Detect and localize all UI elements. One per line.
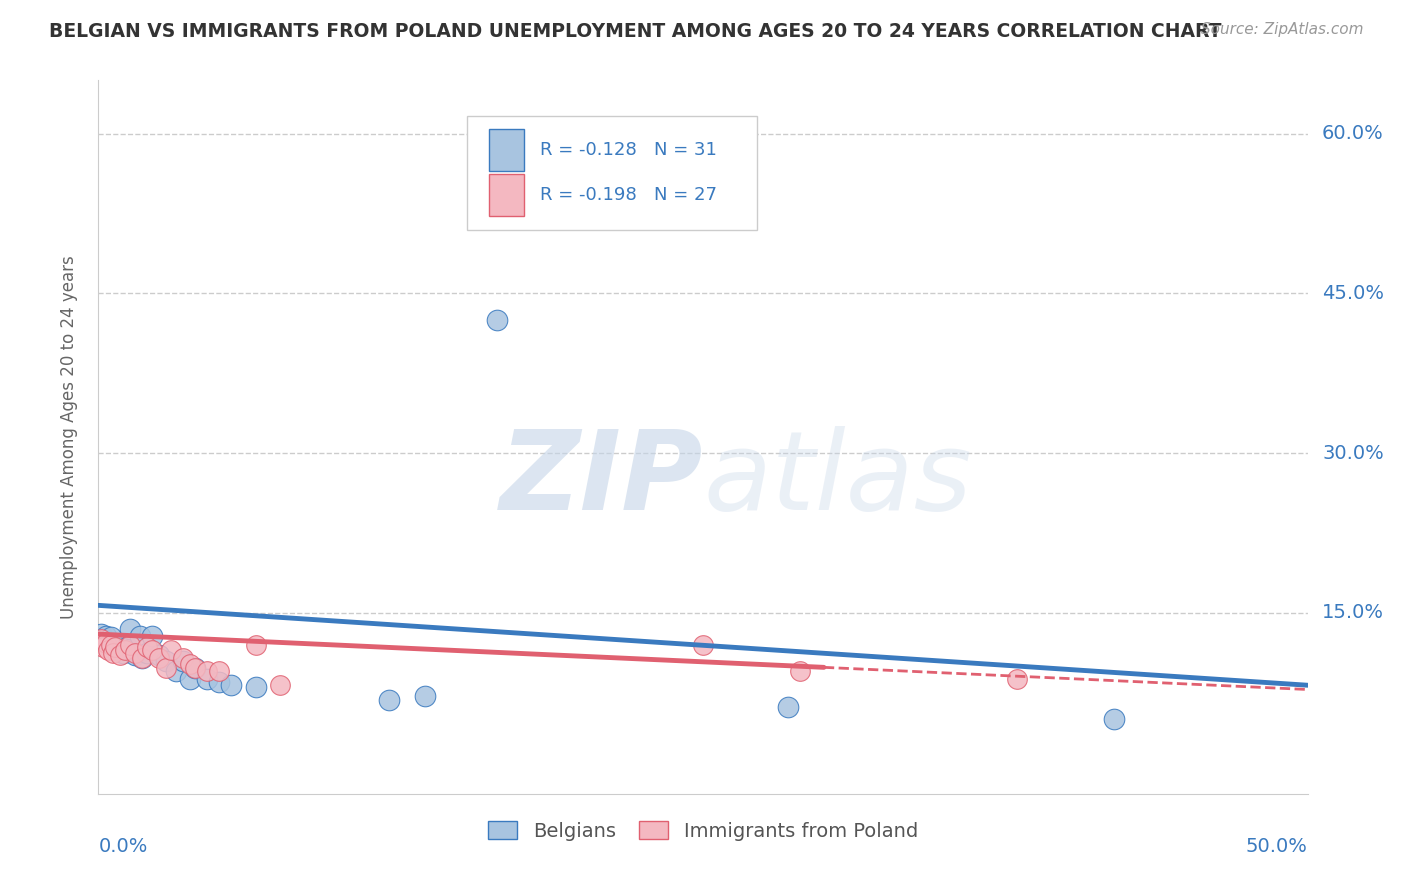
Text: atlas: atlas	[703, 426, 972, 533]
FancyBboxPatch shape	[489, 174, 524, 216]
Text: BELGIAN VS IMMIGRANTS FROM POLAND UNEMPLOYMENT AMONG AGES 20 TO 24 YEARS CORRELA: BELGIAN VS IMMIGRANTS FROM POLAND UNEMPL…	[49, 22, 1222, 41]
Point	[486, 313, 509, 327]
Point	[776, 699, 799, 714]
Point	[128, 629, 150, 643]
Point	[195, 672, 218, 686]
Point	[118, 622, 141, 636]
Point	[377, 693, 399, 707]
Legend: Belgians, Immigrants from Poland: Belgians, Immigrants from Poland	[481, 814, 925, 848]
Point	[101, 640, 124, 654]
Point	[100, 630, 122, 644]
Text: 15.0%: 15.0%	[1322, 603, 1384, 623]
Point	[172, 650, 194, 665]
Point	[94, 635, 117, 649]
Point	[131, 650, 153, 665]
Point	[104, 643, 127, 657]
Point	[141, 643, 163, 657]
Point	[1007, 672, 1029, 686]
Point	[179, 672, 201, 686]
Text: R = -0.128   N = 31: R = -0.128 N = 31	[540, 141, 717, 159]
Point	[100, 638, 122, 652]
Point	[117, 640, 139, 654]
Point	[221, 678, 243, 692]
Point	[155, 654, 177, 668]
Point	[269, 678, 291, 692]
Text: ZIP: ZIP	[499, 426, 703, 533]
Point	[104, 640, 127, 654]
Point	[160, 643, 183, 657]
Point	[208, 665, 231, 679]
Point	[91, 640, 114, 654]
Point	[245, 638, 267, 652]
Point	[101, 646, 124, 660]
Point	[141, 629, 163, 643]
Point	[148, 650, 170, 665]
Text: 60.0%: 60.0%	[1322, 124, 1384, 143]
Text: Source: ZipAtlas.com: Source: ZipAtlas.com	[1201, 22, 1364, 37]
Point	[97, 635, 120, 649]
Point	[135, 640, 157, 654]
Text: 50.0%: 50.0%	[1246, 837, 1308, 855]
Point	[94, 629, 117, 643]
Point	[148, 648, 170, 663]
Point	[184, 661, 207, 675]
FancyBboxPatch shape	[489, 128, 524, 171]
Point	[108, 648, 131, 663]
Point	[114, 643, 136, 657]
FancyBboxPatch shape	[467, 116, 758, 230]
Point	[789, 665, 811, 679]
Point	[118, 638, 141, 652]
Point	[413, 689, 436, 703]
Point	[184, 661, 207, 675]
Text: 45.0%: 45.0%	[1322, 284, 1384, 302]
Point	[155, 661, 177, 675]
Point	[91, 632, 114, 647]
Point	[124, 648, 146, 663]
Point	[179, 657, 201, 671]
Point	[245, 681, 267, 695]
Point	[692, 638, 714, 652]
Point	[124, 646, 146, 660]
Text: R = -0.198   N = 27: R = -0.198 N = 27	[540, 186, 717, 203]
Point	[90, 632, 112, 647]
Point	[195, 665, 218, 679]
Point	[90, 627, 112, 641]
Point	[208, 675, 231, 690]
Point	[655, 132, 678, 146]
Text: 30.0%: 30.0%	[1322, 443, 1384, 463]
Point	[172, 654, 194, 668]
Point	[131, 650, 153, 665]
Text: 0.0%: 0.0%	[98, 837, 148, 855]
Point	[97, 643, 120, 657]
Point	[165, 665, 187, 679]
Point	[135, 646, 157, 660]
Point	[111, 646, 134, 660]
Y-axis label: Unemployment Among Ages 20 to 24 years: Unemployment Among Ages 20 to 24 years	[59, 255, 77, 619]
Point	[107, 638, 129, 652]
Point	[1102, 712, 1125, 726]
